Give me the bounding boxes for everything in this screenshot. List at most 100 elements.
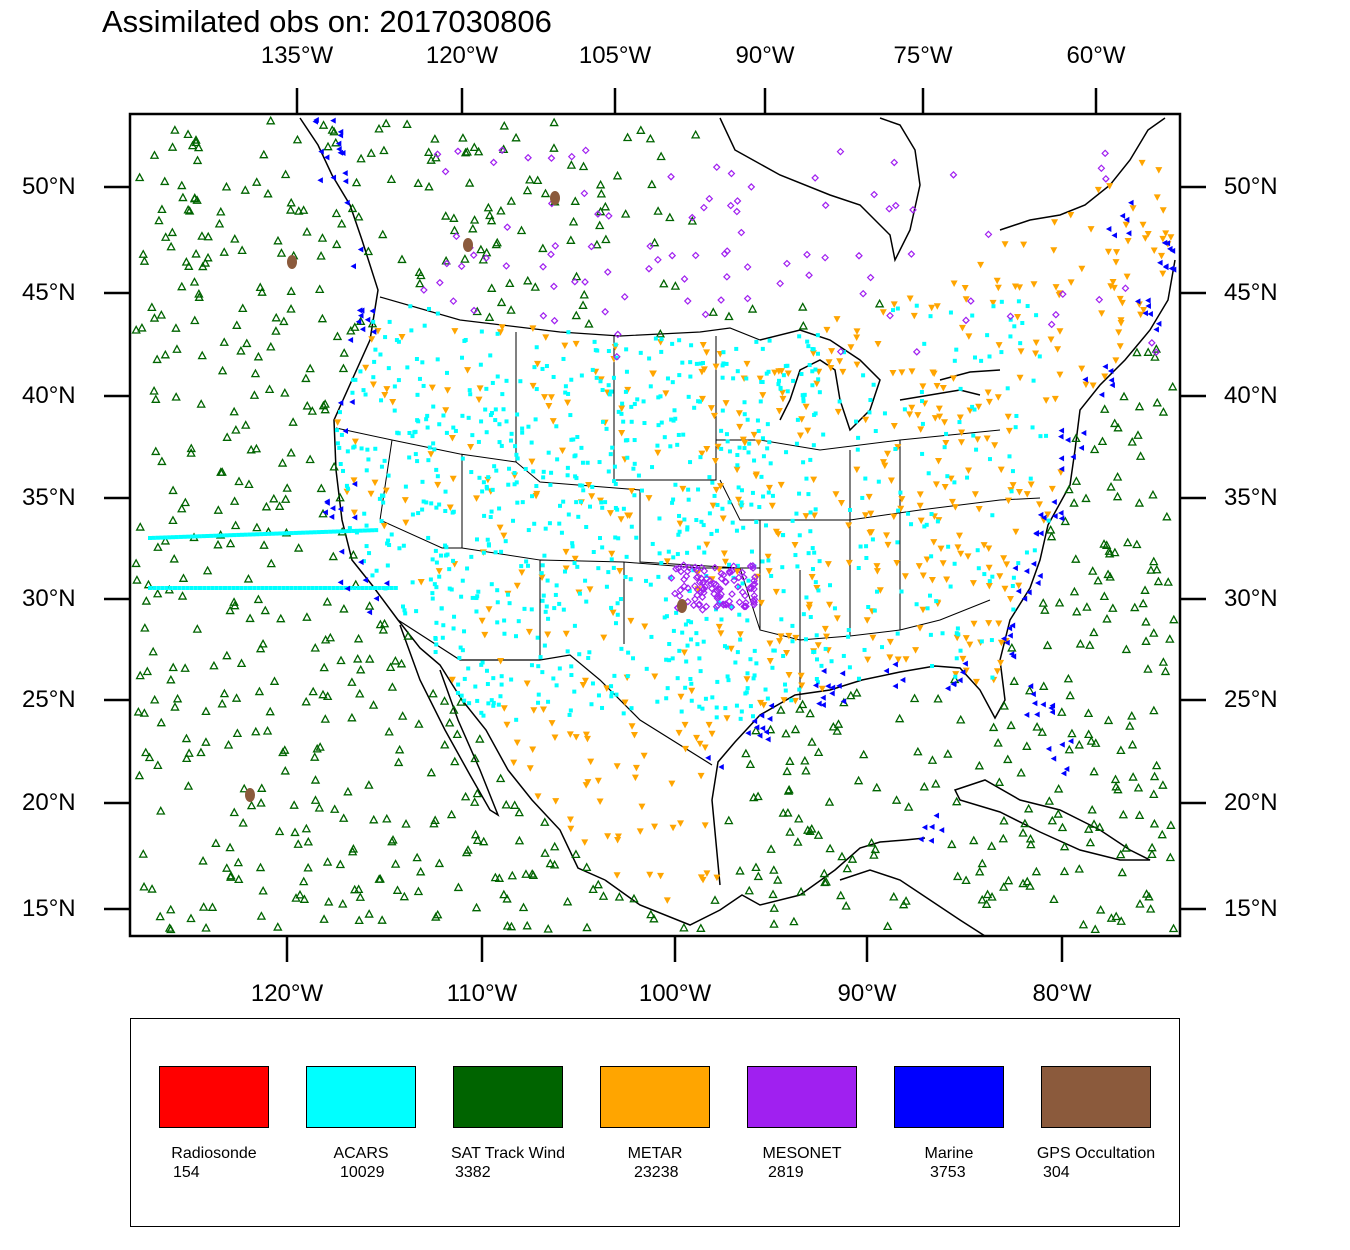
acars-marker (431, 404, 436, 409)
acars-marker (410, 512, 415, 517)
acars-marker (155, 535, 160, 540)
sat-track-wind-marker (131, 558, 141, 568)
sat-track-wind-marker (191, 135, 201, 144)
mesonet-marker (1121, 284, 1130, 293)
sat-track-wind-marker (1089, 819, 1099, 828)
acars-marker (734, 703, 739, 708)
acars-marker (906, 511, 911, 516)
acars-marker (729, 604, 734, 609)
sat-track-wind-marker (246, 444, 256, 454)
acars-marker (746, 578, 751, 583)
acars-marker (437, 574, 442, 579)
metar-marker (609, 609, 617, 617)
acars-marker (228, 533, 233, 538)
metar-marker (497, 658, 505, 665)
sat-track-wind-marker (184, 206, 195, 215)
acars-marker (1013, 425, 1018, 430)
sat-track-wind-marker (368, 700, 379, 709)
acars-marker (738, 637, 743, 642)
acars-marker (240, 532, 244, 537)
marine-marker (1167, 245, 1173, 252)
sat-track-wind-marker (429, 818, 439, 828)
metar-marker (427, 451, 435, 458)
sat-track-wind-marker (1121, 843, 1131, 852)
marine-marker (358, 559, 364, 566)
acars-marker (928, 632, 933, 637)
acars-marker (803, 637, 808, 642)
sat-track-wind-marker (745, 759, 756, 769)
sat-track-wind-marker (1088, 566, 1098, 575)
acars-marker (220, 533, 225, 538)
sat-track-wind-marker (280, 494, 291, 503)
mesonet-marker (604, 212, 613, 220)
metar-marker (1159, 270, 1167, 278)
acars-marker (243, 586, 248, 590)
acars-marker (552, 606, 557, 611)
acars-marker (677, 529, 682, 534)
metar-marker (887, 477, 895, 484)
sat-track-wind-marker (1151, 760, 1162, 770)
sat-track-wind-marker (320, 404, 330, 414)
sat-track-wind-marker (298, 205, 309, 214)
acars-marker (609, 694, 614, 699)
mesonet-marker (671, 589, 679, 598)
marine-marker (357, 246, 364, 253)
metar-marker (616, 568, 624, 575)
marine-marker (1021, 595, 1028, 602)
metar-marker (991, 442, 999, 449)
acars-marker (530, 494, 535, 499)
acars-marker (378, 352, 383, 357)
mesonet-marker (550, 282, 558, 291)
metar-marker (1067, 279, 1075, 286)
sat-track-wind-marker (299, 876, 309, 886)
metar-marker (780, 697, 788, 704)
acars-marker (682, 517, 687, 522)
sat-track-wind-marker (1059, 866, 1070, 876)
acars-marker (895, 631, 900, 636)
acars-marker (736, 485, 741, 490)
metar-marker (613, 872, 621, 879)
metar-marker (529, 746, 537, 753)
acars-marker (465, 566, 470, 571)
acars-marker (747, 441, 752, 446)
metar-marker (834, 408, 842, 416)
metar-marker (350, 509, 358, 517)
metar-marker (701, 744, 709, 752)
acars-marker (520, 500, 525, 505)
metar-marker (974, 436, 982, 443)
sat-track-wind-marker (233, 857, 244, 867)
acars-marker (425, 425, 430, 430)
sat-track-wind-marker (484, 312, 495, 321)
mesonet-marker (689, 601, 698, 610)
sat-track-wind-marker (1141, 616, 1151, 626)
sat-track-wind-marker (261, 501, 272, 511)
acars-marker (698, 455, 703, 460)
acars-marker (712, 493, 717, 498)
metar-marker (583, 735, 591, 743)
sat-track-wind-marker (393, 757, 404, 767)
acars-marker (789, 698, 794, 703)
sat-track-wind-marker (507, 870, 518, 880)
sat-track-wind-marker (397, 711, 408, 720)
sat-track-wind-marker (171, 323, 181, 332)
acars-marker (281, 586, 286, 590)
acars-marker (953, 674, 958, 679)
acars-marker (543, 609, 548, 614)
sat-track-wind-marker (592, 239, 602, 249)
mesonet-marker (688, 213, 697, 222)
sat-track-wind-marker (1089, 766, 1099, 776)
mesonet-marker (1006, 312, 1015, 321)
acars-marker (621, 419, 626, 424)
acars-marker (760, 380, 765, 385)
acars-marker (847, 665, 852, 670)
metar-marker (613, 763, 621, 770)
sat-track-wind-marker (1149, 771, 1160, 781)
sat-track-wind-marker (468, 223, 478, 233)
acars-marker (335, 586, 340, 590)
acars-marker (414, 609, 419, 614)
sat-track-wind-marker (874, 298, 885, 308)
metar-marker (1003, 561, 1011, 568)
metar-marker (699, 341, 707, 349)
acars-marker (668, 444, 673, 449)
sat-track-wind-marker (382, 813, 392, 823)
